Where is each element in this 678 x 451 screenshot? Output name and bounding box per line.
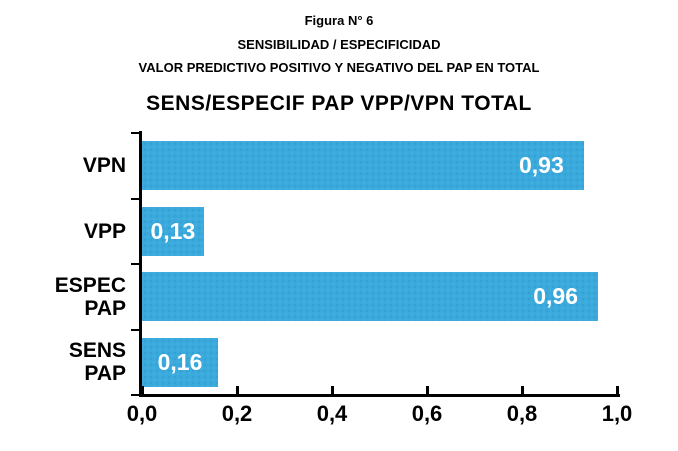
bar: 0,16 [142, 337, 218, 387]
bar-value-label: 0,13 [150, 217, 196, 244]
y-axis-tick [131, 263, 139, 265]
x-axis-tick-label: 0,2 [221, 401, 253, 426]
x-axis-tick-label: 0,6 [411, 401, 443, 426]
y-axis-tick [131, 197, 139, 200]
figure-caption-line-2: SENSIBILIDAD / ESPECIFICIDAD [237, 37, 441, 52]
chart-title: SENS/ESPECIF PAP VPP/VPN TOTAL [146, 92, 532, 115]
figure-caption-line-3: VALOR PREDICTIVO POSITIVO Y NEGATIVO DEL… [138, 60, 540, 75]
x-axis-tick [330, 386, 334, 394]
x-axis-tick-label: 0,4 [316, 401, 348, 426]
category-label: VPP [83, 219, 126, 243]
bar-value-label: 0,16 [157, 348, 203, 375]
x-axis-tick-label: 0,0 [126, 401, 158, 426]
figure-caption-line-1: Figura N° 6 [304, 13, 374, 28]
bar-row: 0,96 [142, 264, 617, 330]
bar-row: 0,93 [142, 133, 617, 199]
category-label: VPN [82, 154, 126, 178]
category-label: ESPEC PAP [54, 273, 126, 320]
category-label: SENS PAP [68, 339, 126, 386]
y-axis-line [139, 131, 142, 397]
bar: 0,13 [142, 206, 204, 256]
x-axis-tick [615, 386, 619, 394]
x-axis-tick [520, 386, 524, 394]
x-axis-tick [140, 386, 144, 394]
x-axis-tick-label: 0,8 [506, 401, 538, 426]
x-axis-tick-label: 1,0 [601, 401, 633, 426]
y-axis-tick [131, 328, 139, 331]
y-axis-category-labels: VPN VPP ESPEC PAP SENS PAP [0, 133, 126, 395]
bar-value-label: 0,93 [518, 152, 564, 179]
y-axis-tick [131, 394, 139, 396]
bar: 0,96 [142, 272, 598, 322]
plot-area: 0,93 0,13 0,96 0,16 [142, 133, 617, 395]
x-axis-tick [235, 386, 239, 394]
y-axis-tick [131, 132, 139, 134]
bar-row: 0,13 [142, 199, 617, 265]
bar: 0,93 [142, 141, 584, 191]
x-axis-tick [425, 386, 429, 394]
bar-value-label: 0,96 [533, 283, 578, 310]
x-axis-line [139, 394, 620, 397]
bar-row: 0,16 [142, 330, 617, 396]
